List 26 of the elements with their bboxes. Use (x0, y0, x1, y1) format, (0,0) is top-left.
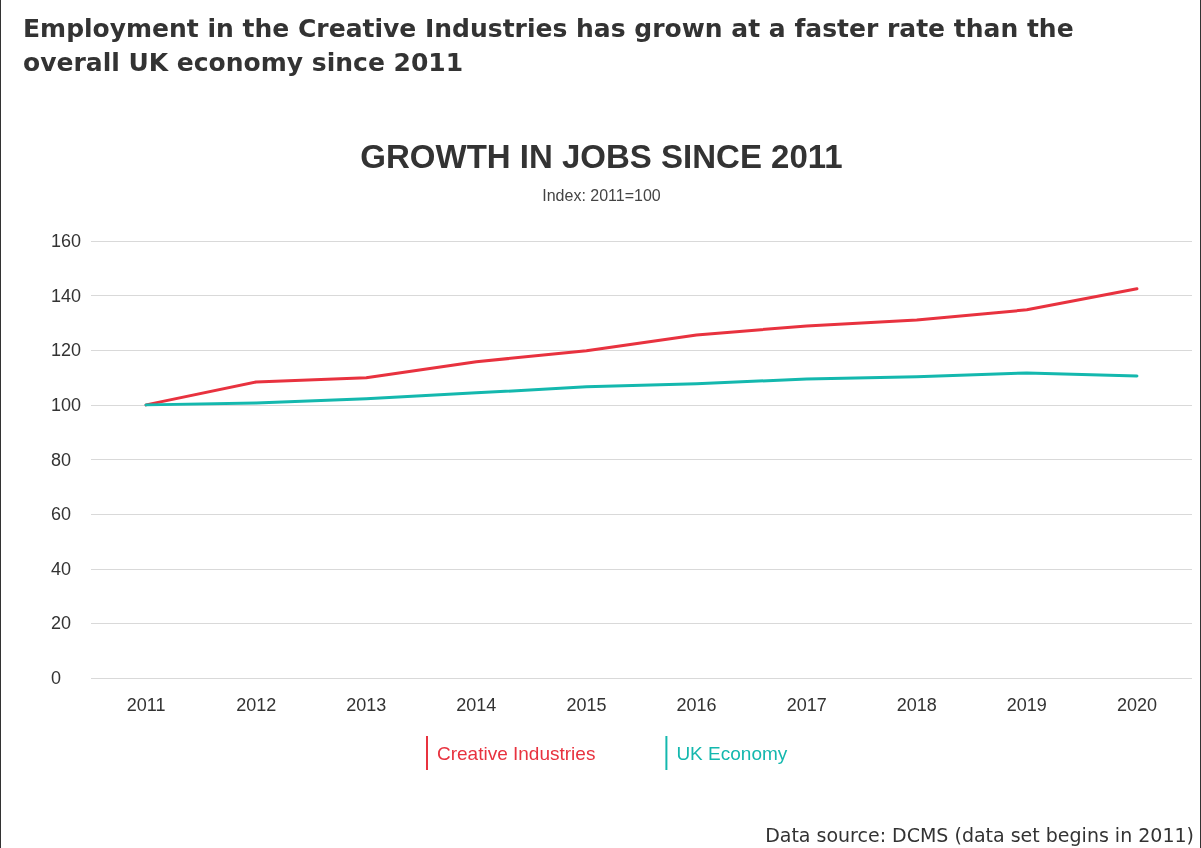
x-tick-label: 2020 (1116, 695, 1157, 715)
x-tick-label: 2011 (126, 695, 166, 715)
legend-label: UK Economy (676, 742, 788, 764)
legend-label: Creative Industries (437, 742, 596, 764)
y-tick-label: 140 (51, 285, 82, 306)
y-tick-label: 60 (51, 504, 72, 525)
line-series (144, 371, 1139, 407)
x-tick-label: 2019 (1006, 695, 1047, 715)
source-note: Data source: DCMS (data set begins in 2011) (765, 824, 1194, 846)
text: Index: 2011=100 (542, 186, 661, 204)
x-tick-label: 2012 (236, 695, 277, 715)
x-tick-label: 2018 (896, 695, 937, 715)
x-tick-label: 2014 (456, 695, 497, 715)
y-tick-label: 20 (51, 613, 72, 634)
x-tick-label: 2015 (566, 695, 607, 715)
x-tick-label: 2013 (346, 695, 387, 715)
y-tick-label: 0 (51, 668, 62, 688)
y-tick-label: 160 (51, 231, 82, 251)
x-tick-label: 2017 (786, 695, 827, 715)
y-tick-label: 80 (51, 449, 72, 470)
x-tick-label: 2016 (676, 695, 717, 715)
chart-title: Employment in the Creative Industries has grown at a faster rate than the overall UK economy since 2011 (23, 13, 1075, 79)
y-tick-label: 100 (51, 394, 82, 415)
y-tick-label: 120 (51, 340, 82, 361)
y-tick-label: 40 (51, 558, 72, 579)
chart-subtitle: GROWTH IN JOBS SINCE 2011 (360, 138, 843, 175)
